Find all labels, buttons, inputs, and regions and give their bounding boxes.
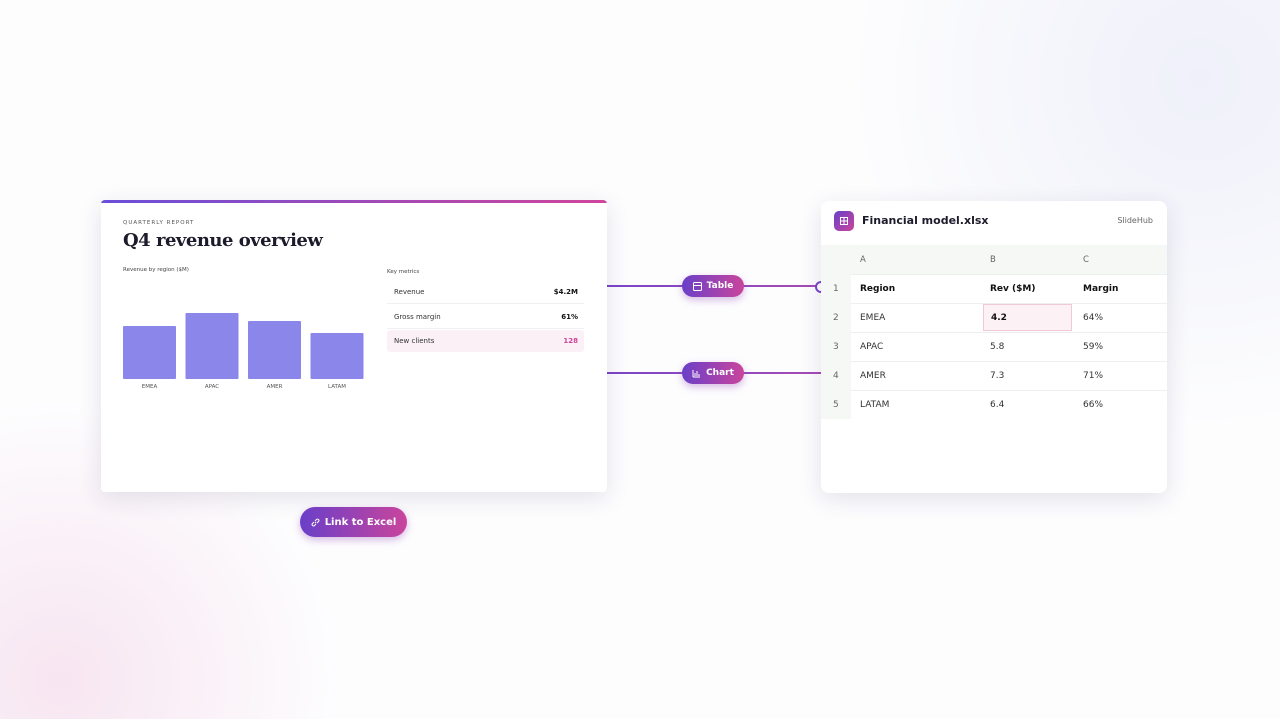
pill-label: Chart	[706, 368, 734, 378]
cell: EMEA	[860, 312, 886, 323]
bar	[310, 333, 364, 379]
metric-row: Gross margin 61%	[387, 306, 584, 329]
bar-chart: EMEA APAC AMER LATAM	[123, 313, 364, 390]
row-number: 1	[821, 274, 851, 303]
cell: 4.2	[983, 304, 1072, 331]
cell: LATAM	[860, 399, 890, 410]
column-header: B	[990, 254, 996, 265]
bar	[248, 321, 301, 379]
metric-row: New clients 128	[387, 330, 584, 352]
brand: SlideHub	[1117, 216, 1153, 225]
chart-icon	[692, 369, 701, 377]
cell: Margin	[1083, 283, 1119, 294]
pill-label: Table	[706, 281, 734, 291]
link-icon	[311, 518, 320, 526]
chart-title: Revenue by region ($M)	[123, 267, 189, 273]
x-tick-label: LATAM	[328, 384, 346, 390]
cell: AMER	[860, 370, 886, 381]
metric-label: Revenue	[394, 288, 425, 296]
slide-eyebrow: QUARTERLY REPORT	[123, 220, 195, 226]
cell: 66%	[1083, 399, 1104, 410]
x-tick-label: APAC	[205, 384, 219, 390]
slide-title: Q4 revenue overview	[123, 230, 323, 251]
metric-label: New clients	[394, 337, 435, 345]
cell: 64%	[1083, 312, 1104, 323]
cell: Rev ($M)	[990, 283, 1036, 294]
file-icon	[834, 211, 854, 231]
table-icon	[692, 281, 702, 291]
metric-value: $4.2M	[553, 288, 578, 296]
link-button[interactable]: Link to Excel	[300, 507, 407, 537]
x-tick-label: AMER	[267, 384, 283, 390]
metric-value: 128	[563, 337, 578, 345]
row-number: 3	[821, 332, 851, 361]
cell: 7.3	[990, 370, 1005, 381]
column-header-bg	[821, 245, 1167, 274]
row-number: 2	[821, 303, 851, 332]
row-line	[821, 332, 1167, 333]
bar	[185, 313, 239, 379]
x-tick-label: EMEA	[142, 384, 158, 390]
metric-row: Revenue $4.2M	[387, 281, 584, 304]
row-line	[821, 361, 1167, 362]
bar	[123, 326, 176, 379]
cell: 6.4	[990, 399, 1005, 410]
slide: QUARTERLY REPORT Q4 revenue overview Rev…	[101, 200, 607, 492]
row-line	[821, 274, 1167, 275]
metric-label: Gross margin	[394, 312, 441, 321]
chart-pill[interactable]: Chart	[682, 362, 744, 384]
metric-value: 61%	[561, 312, 578, 321]
slide-accent	[101, 200, 607, 203]
table-pill[interactable]: Table	[682, 275, 744, 297]
cell: 71%	[1083, 370, 1104, 381]
spreadsheet: Financial model.xlsx SlideHub A B C 1 Region…	[821, 201, 1167, 493]
row-number: 5	[821, 390, 851, 419]
column-header: C	[1083, 254, 1089, 265]
cell: 59%	[1083, 341, 1104, 352]
metrics-title: Key metrics	[387, 269, 420, 275]
cell: 5.8	[990, 341, 1005, 352]
cell: APAC	[860, 341, 884, 352]
row-line	[821, 390, 1167, 391]
grid-icon	[840, 217, 848, 225]
file-name: Financial model.xlsx	[862, 214, 989, 227]
row-line	[821, 303, 1167, 304]
row-number: 4	[821, 361, 851, 390]
cell: Region	[860, 283, 896, 294]
column-header: A	[860, 254, 866, 265]
button-label: Link to Excel	[324, 516, 397, 528]
